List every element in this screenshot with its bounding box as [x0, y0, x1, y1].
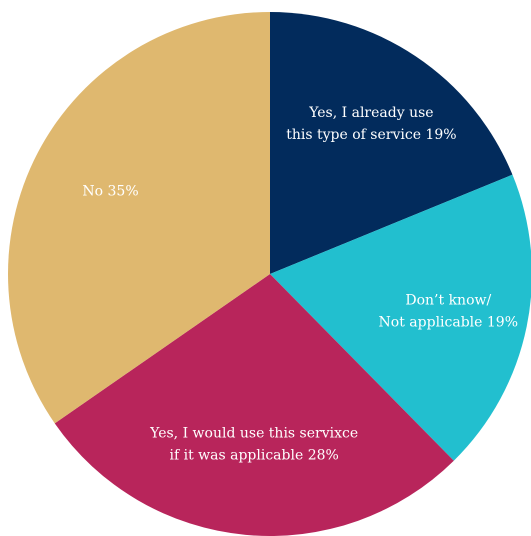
- pie-slices: [8, 12, 531, 536]
- pie-labels: Yes, I already use this type of service 1…: [82, 105, 518, 463]
- pie-slice-2: [54, 274, 454, 536]
- pie-slice-label-1: Don’t know/Not applicable 19%: [379, 293, 518, 331]
- pie-slice-label-line: No 35%: [82, 184, 138, 200]
- pie-slice-label-0: Yes, I already use this type of service 1…: [286, 105, 456, 143]
- pie-slice-0: [270, 12, 513, 274]
- pie-slice-3: [8, 12, 271, 424]
- pie-slice-1: [270, 174, 531, 461]
- pie-slice-label-line: this type of service 19%: [286, 127, 456, 143]
- pie-slice-label-line: Yes, I would use this servixce: [149, 425, 358, 441]
- pie-slice-label-line: if it was applicable 28%: [169, 447, 338, 463]
- pie-slice-label-line: Don’t know/: [405, 293, 491, 309]
- pie-slice-label-3: No 35%: [82, 184, 138, 200]
- pie-slice-label-2: Yes, I would use this servixce if it was …: [149, 425, 358, 463]
- pie-slice-label-line: Not applicable 19%: [379, 315, 518, 331]
- pie-slice-label-line: Yes, I already use: [308, 105, 433, 121]
